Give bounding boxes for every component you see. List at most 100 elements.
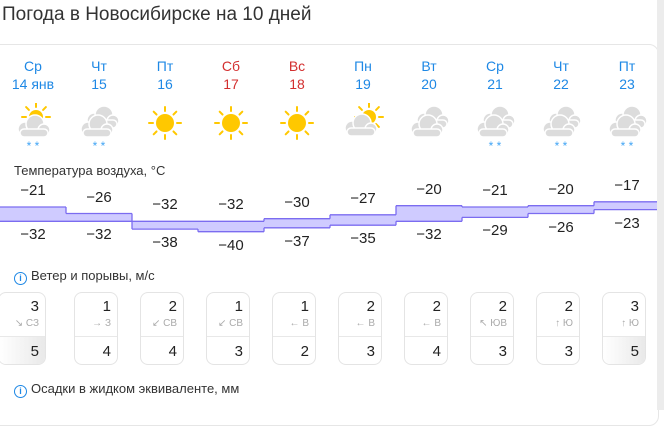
wind-direction: ↘ СЗ xyxy=(14,318,39,329)
temp-range-bar xyxy=(132,221,198,230)
wind-direction: → З xyxy=(92,318,111,329)
wind-gust: 3 xyxy=(234,343,243,360)
temp-high: −32 xyxy=(218,196,244,214)
temp-range-bar xyxy=(528,205,594,214)
wind-speed: 1 xyxy=(300,298,309,315)
day-of-week: Пн xyxy=(354,58,372,74)
wind-direction: ← В xyxy=(289,318,309,329)
wind-card: 2 ← В 4 xyxy=(404,292,448,365)
precip-label: i Осадки в жидком эквиваленте, мм xyxy=(14,381,239,398)
day-of-week: Пт xyxy=(618,58,636,74)
temp-high: −17 xyxy=(614,176,640,194)
cloudy-snow-icon: * * xyxy=(462,103,528,153)
day-of-week: Пт xyxy=(156,58,174,74)
temp-high: −21 xyxy=(20,182,46,199)
wind-card: 2 ↑ Ю 3 xyxy=(536,292,580,365)
temp-low: −40 xyxy=(218,236,244,254)
temp-low: −29 xyxy=(482,222,508,240)
temp-low: −35 xyxy=(350,230,376,248)
day-of-week: Сб xyxy=(221,58,241,74)
temp-high: −21 xyxy=(482,182,508,199)
wind-card: 1 ↙ СВ 3 xyxy=(206,292,250,365)
svg-text:* *: * * xyxy=(621,139,634,153)
temp-range-bar xyxy=(198,221,264,232)
wind-speed: 1 xyxy=(102,298,111,315)
day-of-week: Ср xyxy=(486,58,504,74)
scrollbar[interactable] xyxy=(657,0,664,410)
wind-direction: ↑ Ю xyxy=(555,318,573,329)
cloudy-icon xyxy=(396,103,462,153)
temp-high: −20 xyxy=(416,180,442,198)
svg-text:* *: * * xyxy=(93,139,106,153)
wind-card: 2 ↙ СВ 4 xyxy=(140,292,184,365)
wind-speed: 2 xyxy=(432,298,441,315)
sun-icon xyxy=(264,103,330,153)
wind-direction: ← В xyxy=(355,318,375,329)
day-date: 22 xyxy=(553,76,569,92)
svg-text:* *: * * xyxy=(489,139,502,153)
wind-speed: 3 xyxy=(630,298,639,315)
temperature-chart xyxy=(0,201,660,233)
day-of-week: Вт xyxy=(421,58,437,74)
day-date: 16 xyxy=(157,76,173,92)
wind-card: 1 ← В 2 xyxy=(272,292,316,365)
temp-range-bar xyxy=(0,207,66,222)
temp-range-bar xyxy=(330,214,396,226)
wind-gust: 5 xyxy=(30,343,39,360)
temp-low: −32 xyxy=(20,226,46,244)
temp-high: −32 xyxy=(152,196,178,214)
wind-card: 3 ↘ СЗ 5 xyxy=(0,292,46,365)
day-of-week: Чт xyxy=(553,58,569,74)
day-of-week: Ср xyxy=(24,58,42,74)
temp-low: −38 xyxy=(152,234,178,252)
day-date: 21 xyxy=(487,76,503,92)
sun-icon xyxy=(132,103,198,153)
wind-speed: 2 xyxy=(366,298,375,315)
cloudy-snow-icon: * * xyxy=(594,103,660,153)
wind-gust: 4 xyxy=(168,343,177,360)
wind-speed: 2 xyxy=(498,298,507,315)
temp-high: −20 xyxy=(548,180,574,198)
temp-range-bar xyxy=(264,218,330,228)
temp-low: −23 xyxy=(614,214,640,232)
temperature-label: Температура воздуха, °C xyxy=(14,163,166,178)
wind-direction: ↖ ЮВ xyxy=(479,318,507,329)
info-icon[interactable]: i xyxy=(14,385,27,398)
wind-card: 2 ↖ ЮВ 3 xyxy=(470,292,514,365)
wind-gust: 3 xyxy=(564,343,573,360)
temp-high: −30 xyxy=(284,193,310,211)
svg-text:* *: * * xyxy=(27,139,40,153)
precip-label-text: Осадки в жидком эквиваленте, мм xyxy=(31,381,240,396)
wind-label: i Ветер и порывы, м/с xyxy=(14,268,155,285)
temp-range-bar xyxy=(66,213,132,222)
day-date: 18 xyxy=(289,76,305,92)
wind-card: 2 ← В 3 xyxy=(338,292,382,365)
day-of-week: Чт xyxy=(91,58,107,74)
day-date: 14 янв xyxy=(11,76,55,92)
wind-card: 1 → З 4 xyxy=(74,292,118,365)
day-date: 23 xyxy=(619,76,635,92)
wind-gust: 3 xyxy=(498,343,507,360)
wind-gust: 4 xyxy=(102,343,111,360)
wind-direction: ↑ Ю xyxy=(621,318,639,329)
cloudy-snow-icon: * * xyxy=(528,103,594,153)
day-date: 15 xyxy=(91,76,107,92)
day-of-week: Вс xyxy=(288,58,306,74)
wind-speed: 2 xyxy=(564,298,573,315)
sun-icon xyxy=(198,103,264,153)
wind-gust: 5 xyxy=(630,343,639,360)
wind-speed: 3 xyxy=(30,298,39,315)
temp-high: −26 xyxy=(86,188,112,206)
svg-text:* *: * * xyxy=(555,139,568,153)
day-date: 19 xyxy=(355,76,371,92)
info-icon[interactable]: i xyxy=(14,272,27,285)
temp-low: −32 xyxy=(86,226,112,244)
page-title: Погода в Новосибирске на 10 дней xyxy=(2,4,312,25)
wind-direction: ↙ СВ xyxy=(217,318,243,329)
wind-gust: 4 xyxy=(432,343,441,360)
temp-low: −32 xyxy=(416,226,442,244)
temp-range-bar xyxy=(594,201,660,210)
temp-range-bar xyxy=(396,205,462,222)
day-date: 17 xyxy=(223,76,239,92)
wind-gust: 3 xyxy=(366,343,375,360)
